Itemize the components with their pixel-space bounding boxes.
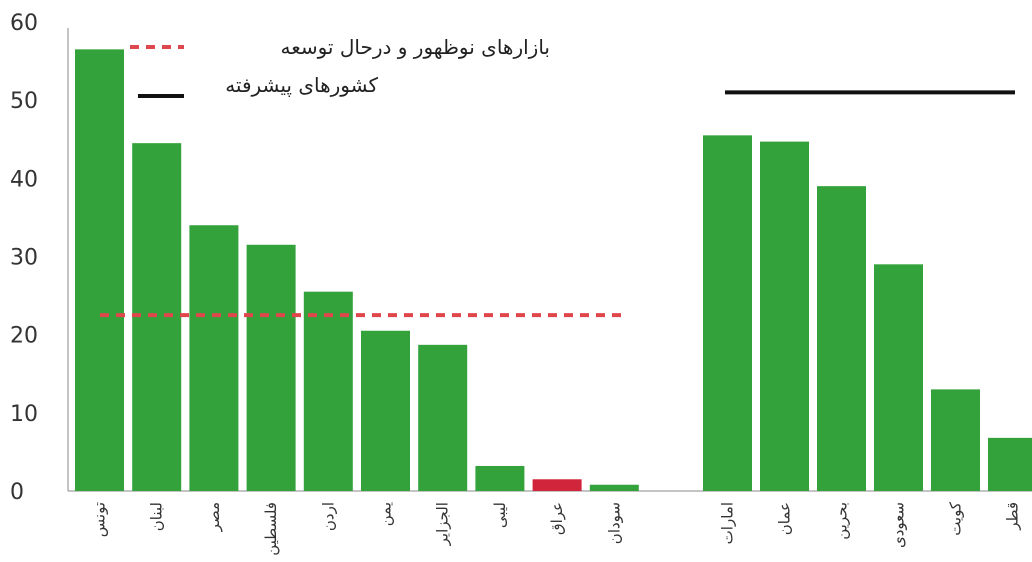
category-labels: تونس لبنان مصر فلسطین اردن یمن الجزایر لیبی عراق…: [91, 501, 1022, 556]
category-label: الجزایر: [434, 502, 452, 546]
bar: [760, 141, 809, 491]
bar: [361, 330, 410, 491]
category-label: کویت: [947, 501, 965, 536]
category-label: لبنان: [148, 502, 166, 531]
y-tick-label: 40: [10, 167, 38, 192]
bar: [532, 479, 582, 491]
category-label: لیبی: [491, 502, 509, 528]
bar: [75, 49, 124, 491]
bars: [75, 49, 1032, 492]
category-label: عراق: [548, 502, 566, 535]
y-axis-ticks: 0 10 20 30 40 50 60: [10, 11, 38, 505]
bar: [931, 389, 980, 491]
legend-advanced-label: کشورهای پیشرفته: [225, 73, 378, 98]
legend: بازارهای نوظهور و درحال توسعه کشورهای پی…: [130, 35, 550, 98]
y-tick-label: 20: [10, 324, 38, 349]
y-tick-label: 50: [10, 89, 38, 114]
category-label: عمان: [776, 502, 794, 535]
category-label: مصر: [205, 502, 223, 532]
bar: [246, 244, 296, 491]
bar: [189, 225, 239, 491]
category-label: سعودی: [890, 502, 908, 548]
bar: [475, 465, 525, 491]
bar: [589, 484, 639, 491]
category-label: تونس: [91, 502, 109, 537]
category-label: امارات: [719, 502, 737, 544]
bar: [303, 291, 353, 491]
category-label: بحرین: [833, 502, 851, 540]
y-tick-label: 60: [10, 11, 38, 36]
bar: [874, 264, 923, 491]
category-label: یمن: [377, 502, 395, 526]
reference-lines: [100, 90, 1015, 318]
category-label: سودان: [605, 502, 623, 544]
category-label: قطر: [1004, 502, 1022, 531]
bar: [988, 437, 1032, 491]
bar: [817, 186, 866, 491]
y-tick-label: 10: [10, 402, 38, 427]
legend-emerging-label: بازارهای نوظهور و درحال توسعه: [280, 35, 550, 59]
category-label: اردن: [319, 502, 337, 531]
y-tick-label: 30: [10, 246, 38, 271]
bar: [418, 344, 468, 491]
category-label: فلسطین: [262, 502, 280, 556]
bar: [703, 135, 752, 491]
y-tick-label: 0: [10, 480, 24, 505]
